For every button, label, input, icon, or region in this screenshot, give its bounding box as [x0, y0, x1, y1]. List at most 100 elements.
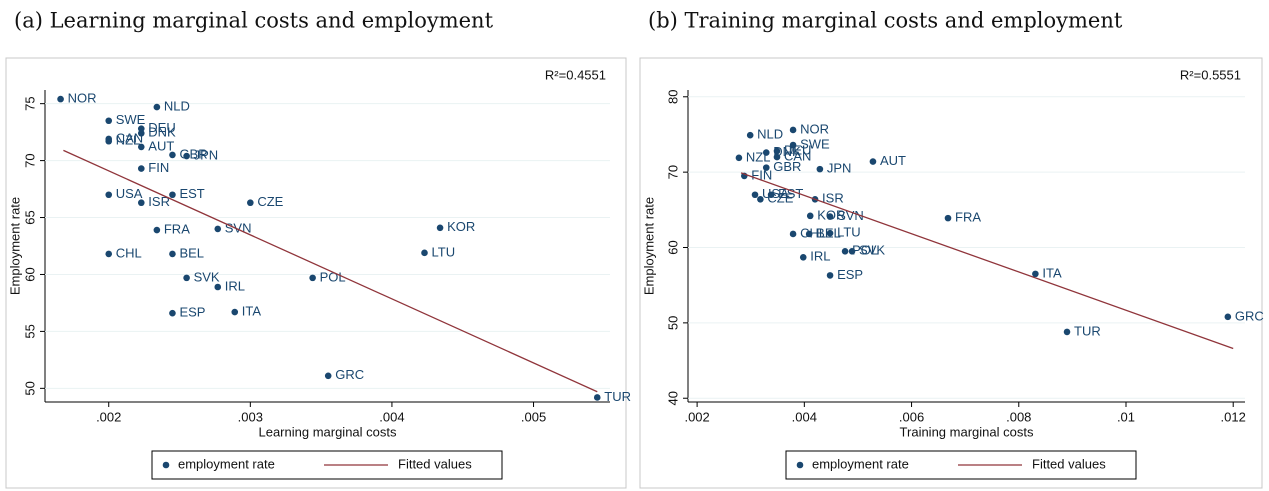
- point-label: SVK: [859, 243, 885, 258]
- data-point: [421, 249, 428, 257]
- data-point: [757, 195, 764, 203]
- legend-box: [151, 450, 503, 480]
- y-axis-label: Employment rate: [641, 197, 656, 295]
- data-point: [944, 214, 952, 222]
- data-point: [137, 165, 145, 172]
- y-tick-label: 55: [22, 324, 37, 338]
- chart-title: (a) Learning marginal costs and employme…: [14, 9, 494, 33]
- x-tick-label: .005: [521, 409, 546, 424]
- legend-box: [785, 450, 1137, 480]
- point-label: CHL: [800, 225, 826, 240]
- legend-label: Fitted values: [398, 456, 472, 471]
- point-label: NZL: [116, 133, 141, 148]
- x-tick-label: .003: [238, 409, 263, 424]
- point-label: EST: [179, 186, 204, 201]
- data-point: [841, 247, 849, 255]
- point-label: KOR: [447, 219, 475, 234]
- data-point: [1224, 313, 1232, 321]
- y-tick-label: 50: [22, 381, 37, 395]
- point-label: CZE: [257, 194, 283, 209]
- data-point: [767, 191, 775, 199]
- point-label: ESP: [837, 267, 863, 282]
- point-label: CAN: [784, 149, 811, 164]
- point-label: FRA: [955, 210, 981, 225]
- x-tick-label: .008: [1006, 409, 1031, 424]
- y-tick-label: 60: [665, 240, 680, 254]
- point-label: EST: [778, 186, 803, 201]
- point-label: DEU: [784, 142, 811, 157]
- point-label: AUT: [880, 153, 906, 168]
- data-point: [826, 229, 834, 237]
- annotation: R²=0.4551: [545, 67, 606, 82]
- point-label: CAN: [116, 130, 143, 145]
- point-label: GRC: [335, 367, 364, 382]
- chart-title: (b) Training marginal costs and employme…: [648, 9, 1123, 33]
- data-point: [773, 147, 781, 155]
- x-tick-label: .002: [96, 409, 121, 424]
- data-point: [214, 225, 222, 233]
- data-point: [169, 309, 176, 317]
- data-point: [789, 126, 797, 134]
- data-point: [751, 191, 759, 199]
- y-tick-label: 80: [665, 90, 680, 104]
- y-tick-label: 50: [665, 316, 680, 330]
- data-point: [105, 250, 113, 258]
- panel-frame: [639, 57, 1263, 489]
- data-point: [247, 199, 254, 207]
- data-point: [153, 226, 161, 234]
- point-label: SVN: [837, 208, 864, 223]
- x-axis-label: Training marginal costs: [900, 424, 1034, 439]
- data-point: [762, 149, 770, 156]
- panel-frame: [5, 57, 627, 489]
- data-point: [137, 143, 145, 151]
- legend-marker: [162, 461, 170, 469]
- point-label: POL: [320, 269, 346, 284]
- y-tick-label: 65: [22, 210, 37, 224]
- data-point: [593, 394, 601, 401]
- y-tick-label: 75: [22, 96, 37, 110]
- point-label: DEU: [148, 120, 175, 135]
- y-tick-label: 70: [665, 165, 680, 179]
- point-label: AUT: [148, 138, 174, 153]
- point-label: ISR: [148, 194, 170, 209]
- data-point: [826, 213, 834, 220]
- point-label: BEL: [179, 245, 204, 260]
- data-point: [789, 141, 797, 149]
- point-label: NLD: [164, 99, 190, 114]
- point-label: IRL: [810, 249, 830, 264]
- x-tick-label: .004: [792, 409, 817, 424]
- x-axis-label: Learning marginal costs: [258, 424, 397, 439]
- data-point: [105, 137, 113, 145]
- data-point: [214, 283, 222, 291]
- data-point: [799, 254, 807, 261]
- point-label: SVN: [225, 220, 252, 235]
- point-label: JPN: [194, 147, 219, 162]
- point-label: IRL: [225, 278, 245, 293]
- legend-marker: [796, 461, 804, 469]
- point-label: DNK: [773, 144, 801, 159]
- point-label: JPN: [827, 161, 852, 176]
- x-tick-label: .004: [379, 409, 404, 424]
- data-point: [183, 274, 190, 282]
- point-label: CZE: [767, 191, 793, 206]
- point-label: SWE: [800, 136, 830, 151]
- y-tick-label: 60: [22, 267, 37, 281]
- point-label: NOR: [800, 121, 829, 136]
- point-label: SVK: [194, 269, 220, 284]
- point-label: TUR: [1074, 323, 1101, 338]
- data-point: [137, 129, 145, 137]
- point-label: CHL: [116, 245, 142, 260]
- point-label: TUR: [604, 389, 631, 404]
- data-point: [848, 247, 856, 255]
- data-point: [309, 274, 316, 282]
- data-point: [105, 117, 113, 125]
- x-tick-label: .002: [684, 409, 709, 424]
- data-point: [826, 272, 834, 279]
- data-point: [806, 212, 814, 220]
- data-point: [436, 224, 444, 232]
- legend-label: employment rate: [812, 456, 909, 471]
- x-tick-label: .012: [1221, 409, 1246, 424]
- point-label: LTU: [837, 225, 861, 240]
- y-tick-label: 40: [665, 391, 680, 405]
